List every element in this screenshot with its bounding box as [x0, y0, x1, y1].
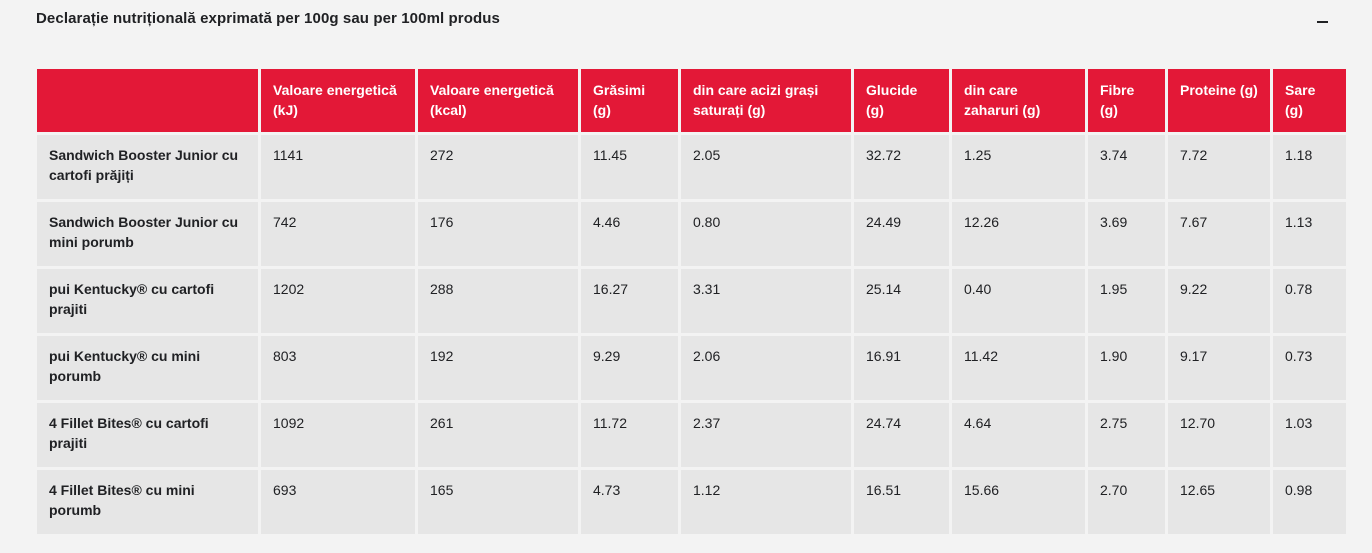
- product-name-cell: pui Kentucky® cu cartofi prajiti: [37, 269, 258, 333]
- collapse-button[interactable]: [1311, 14, 1333, 30]
- salt-cell: 1.13: [1273, 202, 1346, 266]
- carbs-cell: 24.74: [854, 403, 949, 467]
- saturated-fat-cell: 2.06: [681, 336, 851, 400]
- fibre-cell: 2.75: [1088, 403, 1165, 467]
- fat-cell: 16.27: [581, 269, 678, 333]
- header-cell-product: [37, 69, 258, 132]
- carbs-cell: 16.51: [854, 470, 949, 534]
- fat-cell: 11.45: [581, 135, 678, 199]
- product-name-cell: pui Kentucky® cu mini porumb: [37, 336, 258, 400]
- salt-cell: 0.98: [1273, 470, 1346, 534]
- fat-cell: 4.46: [581, 202, 678, 266]
- carbs-cell: 24.49: [854, 202, 949, 266]
- product-name-cell: 4 Fillet Bites® cu mini porumb: [37, 470, 258, 534]
- fibre-cell: 3.69: [1088, 202, 1165, 266]
- energy-kj-cell: 1092: [261, 403, 415, 467]
- table-row: 4 Fillet Bites® cu mini porumb 693 165 4…: [37, 470, 1346, 534]
- table-row: 4 Fillet Bites® cu cartofi prajiti 1092 …: [37, 403, 1346, 467]
- energy-kcal-cell: 261: [418, 403, 578, 467]
- header-cell-carbs: Glucide (g): [854, 69, 949, 132]
- table-header-row: Valoare energetică (kJ) Valoare energeti…: [37, 69, 1346, 132]
- header-cell-protein: Proteine (g): [1168, 69, 1270, 132]
- header-cell-salt: Sare (g): [1273, 69, 1346, 132]
- panel-title: Declarație nutrițională exprimată per 10…: [36, 10, 500, 27]
- energy-kcal-cell: 165: [418, 470, 578, 534]
- protein-cell: 9.17: [1168, 336, 1270, 400]
- fibre-cell: 1.95: [1088, 269, 1165, 333]
- table-row: Sandwich Booster Junior cu cartofi prăji…: [37, 135, 1346, 199]
- sugars-cell: 11.42: [952, 336, 1085, 400]
- fat-cell: 11.72: [581, 403, 678, 467]
- protein-cell: 12.70: [1168, 403, 1270, 467]
- saturated-fat-cell: 0.80: [681, 202, 851, 266]
- salt-cell: 0.78: [1273, 269, 1346, 333]
- energy-kcal-cell: 288: [418, 269, 578, 333]
- sugars-cell: 0.40: [952, 269, 1085, 333]
- fibre-cell: 2.70: [1088, 470, 1165, 534]
- saturated-fat-cell: 2.05: [681, 135, 851, 199]
- energy-kcal-cell: 272: [418, 135, 578, 199]
- salt-cell: 0.73: [1273, 336, 1346, 400]
- fibre-cell: 3.74: [1088, 135, 1165, 199]
- product-name-cell: Sandwich Booster Junior cu mini porumb: [37, 202, 258, 266]
- fat-cell: 4.73: [581, 470, 678, 534]
- sugars-cell: 4.64: [952, 403, 1085, 467]
- salt-cell: 1.18: [1273, 135, 1346, 199]
- carbs-cell: 32.72: [854, 135, 949, 199]
- energy-kj-cell: 1202: [261, 269, 415, 333]
- protein-cell: 7.67: [1168, 202, 1270, 266]
- table-row: pui Kentucky® cu mini porumb 803 192 9.2…: [37, 336, 1346, 400]
- saturated-fat-cell: 1.12: [681, 470, 851, 534]
- energy-kcal-cell: 192: [418, 336, 578, 400]
- header-cell-sugars: din care zaharuri (g): [952, 69, 1085, 132]
- carbs-cell: 25.14: [854, 269, 949, 333]
- minus-icon: [1317, 21, 1328, 23]
- energy-kj-cell: 742: [261, 202, 415, 266]
- header-cell-fibre: Fibre (g): [1088, 69, 1165, 132]
- energy-kj-cell: 1141: [261, 135, 415, 199]
- header-cell-energy-kj: Valoare energetică (kJ): [261, 69, 415, 132]
- saturated-fat-cell: 2.37: [681, 403, 851, 467]
- nutrition-table: Valoare energetică (kJ) Valoare energeti…: [34, 66, 1349, 537]
- salt-cell: 1.03: [1273, 403, 1346, 467]
- protein-cell: 7.72: [1168, 135, 1270, 199]
- fat-cell: 9.29: [581, 336, 678, 400]
- header-cell-energy-kcal: Valoare energetică (kcal): [418, 69, 578, 132]
- energy-kj-cell: 803: [261, 336, 415, 400]
- product-name-cell: Sandwich Booster Junior cu cartofi prăji…: [37, 135, 258, 199]
- protein-cell: 9.22: [1168, 269, 1270, 333]
- product-name-cell: 4 Fillet Bites® cu cartofi prajiti: [37, 403, 258, 467]
- table-row: pui Kentucky® cu cartofi prajiti 1202 28…: [37, 269, 1346, 333]
- protein-cell: 12.65: [1168, 470, 1270, 534]
- table-row: Sandwich Booster Junior cu mini porumb 7…: [37, 202, 1346, 266]
- energy-kcal-cell: 176: [418, 202, 578, 266]
- sugars-cell: 1.25: [952, 135, 1085, 199]
- saturated-fat-cell: 3.31: [681, 269, 851, 333]
- sugars-cell: 15.66: [952, 470, 1085, 534]
- carbs-cell: 16.91: [854, 336, 949, 400]
- fibre-cell: 1.90: [1088, 336, 1165, 400]
- header-cell-saturated-fat: din care acizi grași saturați (g): [681, 69, 851, 132]
- sugars-cell: 12.26: [952, 202, 1085, 266]
- header-cell-fat: Grăsimi (g): [581, 69, 678, 132]
- energy-kj-cell: 693: [261, 470, 415, 534]
